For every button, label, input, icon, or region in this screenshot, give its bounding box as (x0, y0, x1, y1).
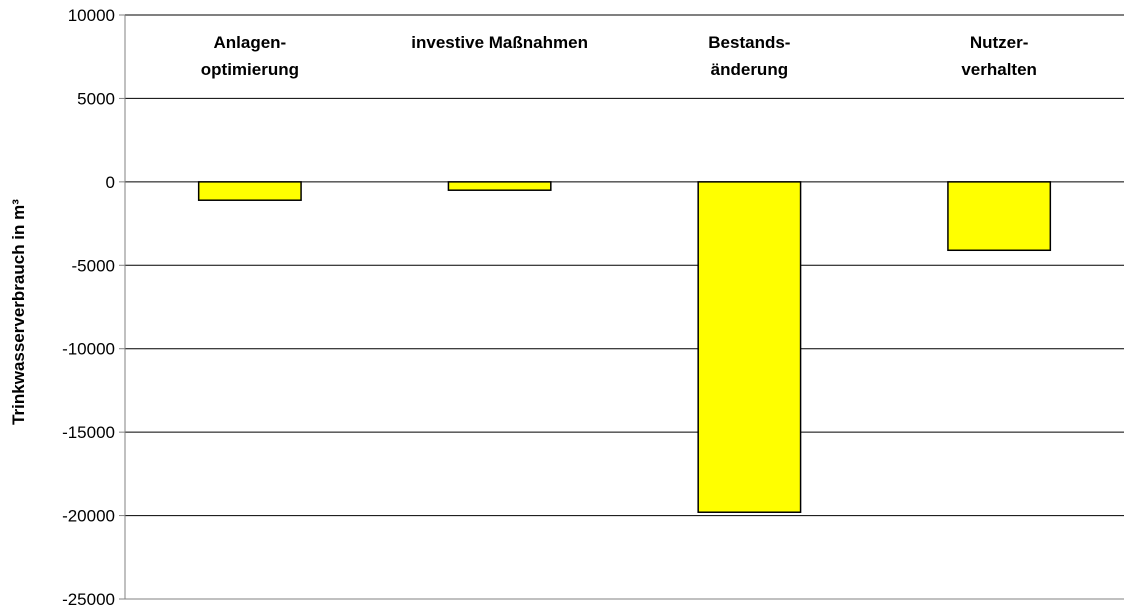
category-label: Nutzer- (970, 33, 1029, 52)
category-label: verhalten (961, 60, 1037, 79)
category-label: Bestands- (708, 33, 790, 52)
bar (447, 181, 552, 191)
bars (197, 181, 1052, 513)
y-tick-label: -20000 (62, 507, 115, 526)
y-tick-label: -5000 (72, 256, 115, 275)
y-tick-label: -15000 (62, 423, 115, 442)
category-labels: Anlagen-optimierung investive Maßnahmen Be… (201, 33, 1037, 79)
category-label: Anlagen- (214, 33, 287, 52)
bar (697, 181, 802, 513)
category-label: investive Maßnahmen (411, 33, 588, 52)
y-tick-label: 5000 (77, 89, 115, 108)
y-tick-label: -25000 (62, 590, 115, 609)
axes (119, 14, 1124, 600)
y-axis-title: Trinkwasserverbrauch in m³ (9, 199, 28, 425)
y-tick-labels: 10000 5000 0 -5000 -10000 -15000 -20000 -25000 (62, 6, 115, 609)
y-tick-label: 10000 (68, 6, 115, 25)
bar (947, 181, 1052, 252)
category-label: änderung (711, 60, 788, 79)
y-tick-label: 0 (106, 173, 115, 192)
y-tick-label: -10000 (62, 340, 115, 359)
category-label: optimierung (201, 60, 299, 79)
gridlines (125, 14, 1124, 517)
bar (197, 181, 302, 201)
